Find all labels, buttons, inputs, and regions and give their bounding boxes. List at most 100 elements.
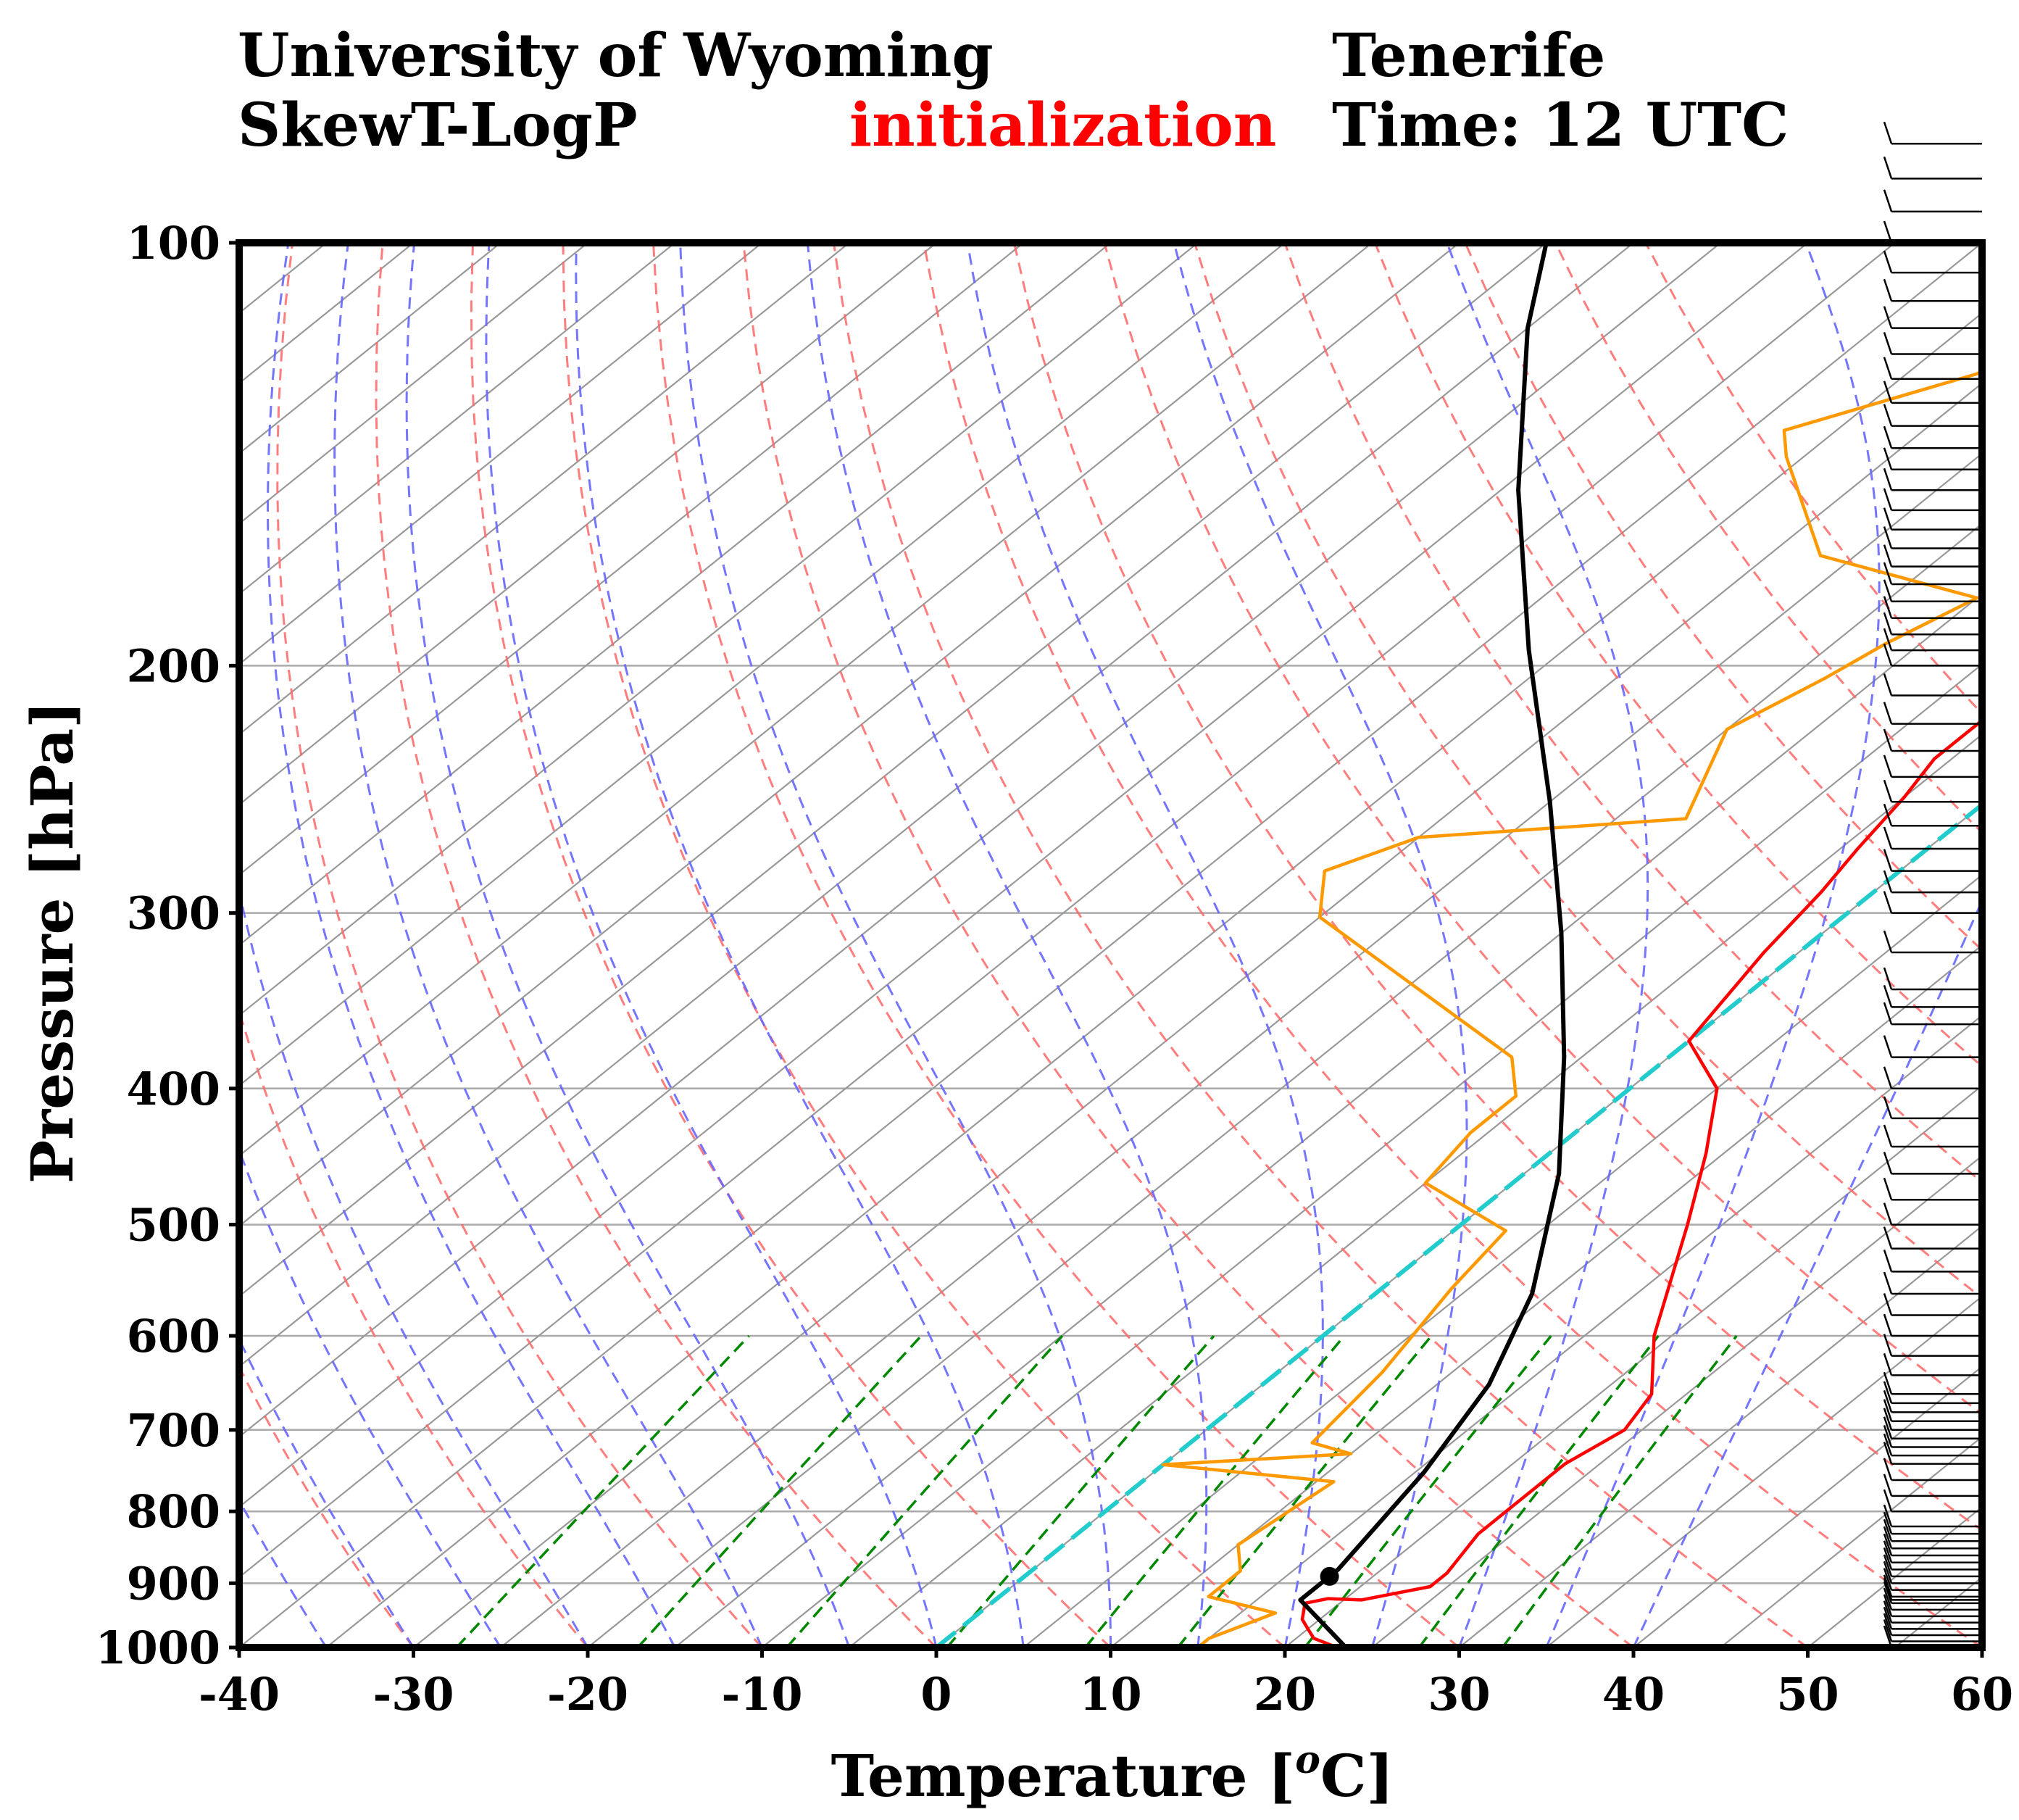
isotherm--75 [239, 243, 1373, 1158]
wind-barb [1883, 1489, 1982, 1513]
wind-barb [1883, 332, 1982, 355]
wind-barb-flag [1883, 1177, 1893, 1200]
isotherm--40 [239, 243, 1982, 1647]
wind-barb [1883, 1540, 1982, 1564]
dry-adiabat-30 [652, 243, 1460, 1647]
isotherm--35 [325, 312, 1982, 1647]
isotherm-60 [1981, 1646, 1982, 1647]
isotherm-25 [1371, 1155, 1982, 1647]
wind-barb [1883, 702, 1982, 725]
wind-barb [1883, 544, 1982, 568]
wind-barb [1883, 404, 1982, 427]
freezing-isotherm [935, 802, 1982, 1647]
x-tick-label: 0 [920, 1668, 952, 1721]
wind-barb [1883, 1313, 1982, 1337]
moist-adiabat--25 [239, 1147, 502, 1647]
moist-adiabat--5 [405, 243, 851, 1647]
wind-barb-flag [1883, 544, 1893, 568]
y-tick-label: 500 [127, 1199, 220, 1252]
wind-barb-flag [1883, 1504, 1893, 1527]
wind-barb [1883, 1416, 1982, 1439]
parcel-line [1298, 243, 1567, 1647]
isotherm--30 [412, 382, 1982, 1647]
wind-barb-flag [1883, 1533, 1893, 1556]
wind-barb [1883, 1518, 1982, 1542]
isotherm--70 [239, 243, 1460, 1228]
wind-barb-flag [1883, 612, 1893, 635]
wind-barb-flag [1883, 447, 1893, 470]
wind-barb [1883, 526, 1982, 549]
wind-barb [1883, 1352, 1982, 1376]
wind-barb [1883, 1124, 1982, 1148]
wind-barb [1883, 357, 1982, 381]
wind-barb-flag [1883, 673, 1893, 696]
x-axis-title-sup: o [1295, 1738, 1320, 1782]
wind-barb-flag [1883, 1371, 1893, 1395]
wind-barb [1883, 985, 1982, 1008]
wind-barb-flag [1883, 1606, 1893, 1629]
x-tick-label: 30 [1428, 1668, 1490, 1721]
dry-adiabat-50 [833, 243, 1809, 1647]
wind-barb-flag [1883, 644, 1893, 666]
wind-barb [1883, 644, 1982, 667]
wind-barb [1883, 1271, 1982, 1295]
wind-barb-flag [1883, 1474, 1893, 1497]
series-layer [1161, 243, 1982, 1647]
wind-barb [1883, 1425, 1982, 1448]
wind-barb [1883, 278, 1982, 302]
wind-barb [1883, 1202, 1982, 1226]
wind-barb [1883, 1504, 1982, 1528]
wind-barb [1883, 1581, 1982, 1605]
isotherm--115 [239, 243, 675, 595]
isotherm--80 [239, 243, 1286, 1087]
wind-barb [1883, 1574, 1982, 1598]
isotherm--90 [239, 243, 1112, 947]
wind-barb [1883, 156, 1982, 180]
wind-barb-flag [1883, 1096, 1893, 1119]
wind-barb-flag [1883, 1526, 1893, 1549]
wind-barb-flag [1883, 526, 1893, 549]
x-axis-title-end: C] [1320, 1742, 1394, 1810]
wind-barb [1883, 1547, 1982, 1571]
wind-barb-flag [1883, 156, 1893, 179]
wind-barb [1883, 1381, 1982, 1405]
wind-barb [1883, 1096, 1982, 1120]
wind-barb [1883, 1600, 1982, 1624]
isotherm--45 [239, 243, 1896, 1579]
dry-adiabat-0 [375, 243, 938, 1647]
wind-barb-flag [1883, 870, 1893, 893]
y-tick-label: 300 [127, 887, 220, 940]
mixing-ratio-32 [1501, 1335, 1738, 1647]
wind-barb-flag [1883, 1619, 1893, 1642]
wind-barb-flag [1883, 1600, 1893, 1624]
isotherm-35 [1546, 1295, 1982, 1647]
dry-adiabat-110 [1374, 243, 1982, 1068]
wind-barb-flag [1883, 1587, 1893, 1611]
wind-barb [1883, 447, 1982, 470]
wind-barb-flag [1883, 1226, 1893, 1250]
wind-barb-flag [1883, 220, 1893, 244]
isotherm--60 [239, 243, 1634, 1368]
y-tick-label: 200 [127, 639, 220, 692]
moist-adiabat--15 [266, 243, 676, 1647]
wind-barb [1883, 488, 1982, 512]
moist-adiabat-40 [1632, 897, 1982, 1647]
x-tick-label: -20 [547, 1668, 628, 1721]
wind-barb [1883, 579, 1982, 602]
wind-barb-flag [1883, 404, 1893, 426]
moist-adiabat-10 [679, 243, 1112, 1647]
wind-barb [1883, 1442, 1982, 1465]
wind-barb-flag [1883, 1416, 1893, 1439]
y-tick-label: 600 [127, 1310, 220, 1363]
wind-barb [1883, 1625, 1982, 1649]
isotherm-20 [1284, 1084, 1982, 1647]
parcel-start-marker [1320, 1566, 1339, 1586]
wind-barb-flag [1883, 1540, 1893, 1563]
wind-barb-flag [1883, 278, 1893, 302]
wind-barb [1883, 250, 1982, 274]
dry-adiabat-80 [1103, 243, 1982, 1416]
moist-adiabat--10 [333, 243, 763, 1647]
wind-barb-flag [1883, 930, 1893, 953]
isotherm--100 [239, 243, 937, 806]
